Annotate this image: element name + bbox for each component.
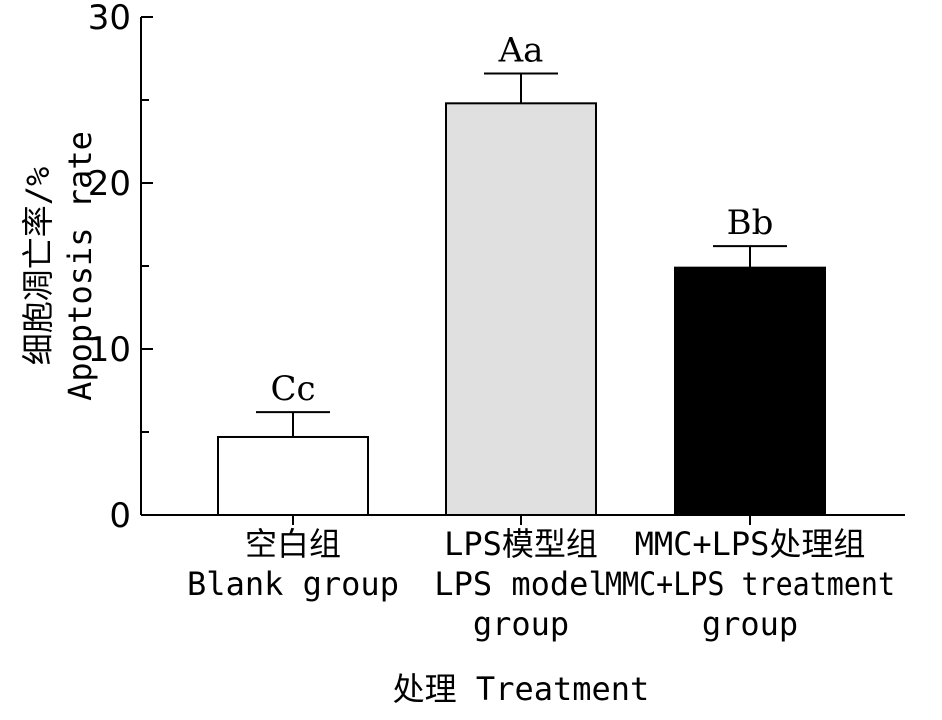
y-tick-label: 0	[109, 496, 131, 536]
y-tick-label: 30	[88, 0, 131, 38]
x-category-label: MMC+LPS处理组	[635, 525, 866, 563]
x-category-label: LPS模型组	[444, 525, 598, 563]
y-axis-title-line2: Apoptosis rate	[61, 131, 99, 401]
y-tick-label: 10	[88, 330, 131, 370]
x-axis-title: 处理 Treatment	[393, 670, 650, 708]
x-category-label: 空白组	[245, 525, 341, 563]
bar	[674, 266, 826, 516]
bar	[217, 435, 369, 517]
bar	[445, 102, 597, 516]
x-category-label: Blank group	[187, 565, 399, 603]
data-label: Bb	[727, 203, 774, 243]
y-axis-title-line1: 细胞凋亡率/%	[19, 167, 57, 366]
y-tick-label: 20	[88, 164, 131, 204]
data-label: Aa	[498, 30, 544, 70]
x-category-label: MMC+LPS treatment	[605, 565, 895, 603]
x-category-label: group	[473, 605, 569, 643]
x-category-label: group	[702, 605, 798, 643]
data-label: Cc	[270, 369, 315, 409]
x-category-label: LPS model	[434, 565, 607, 603]
